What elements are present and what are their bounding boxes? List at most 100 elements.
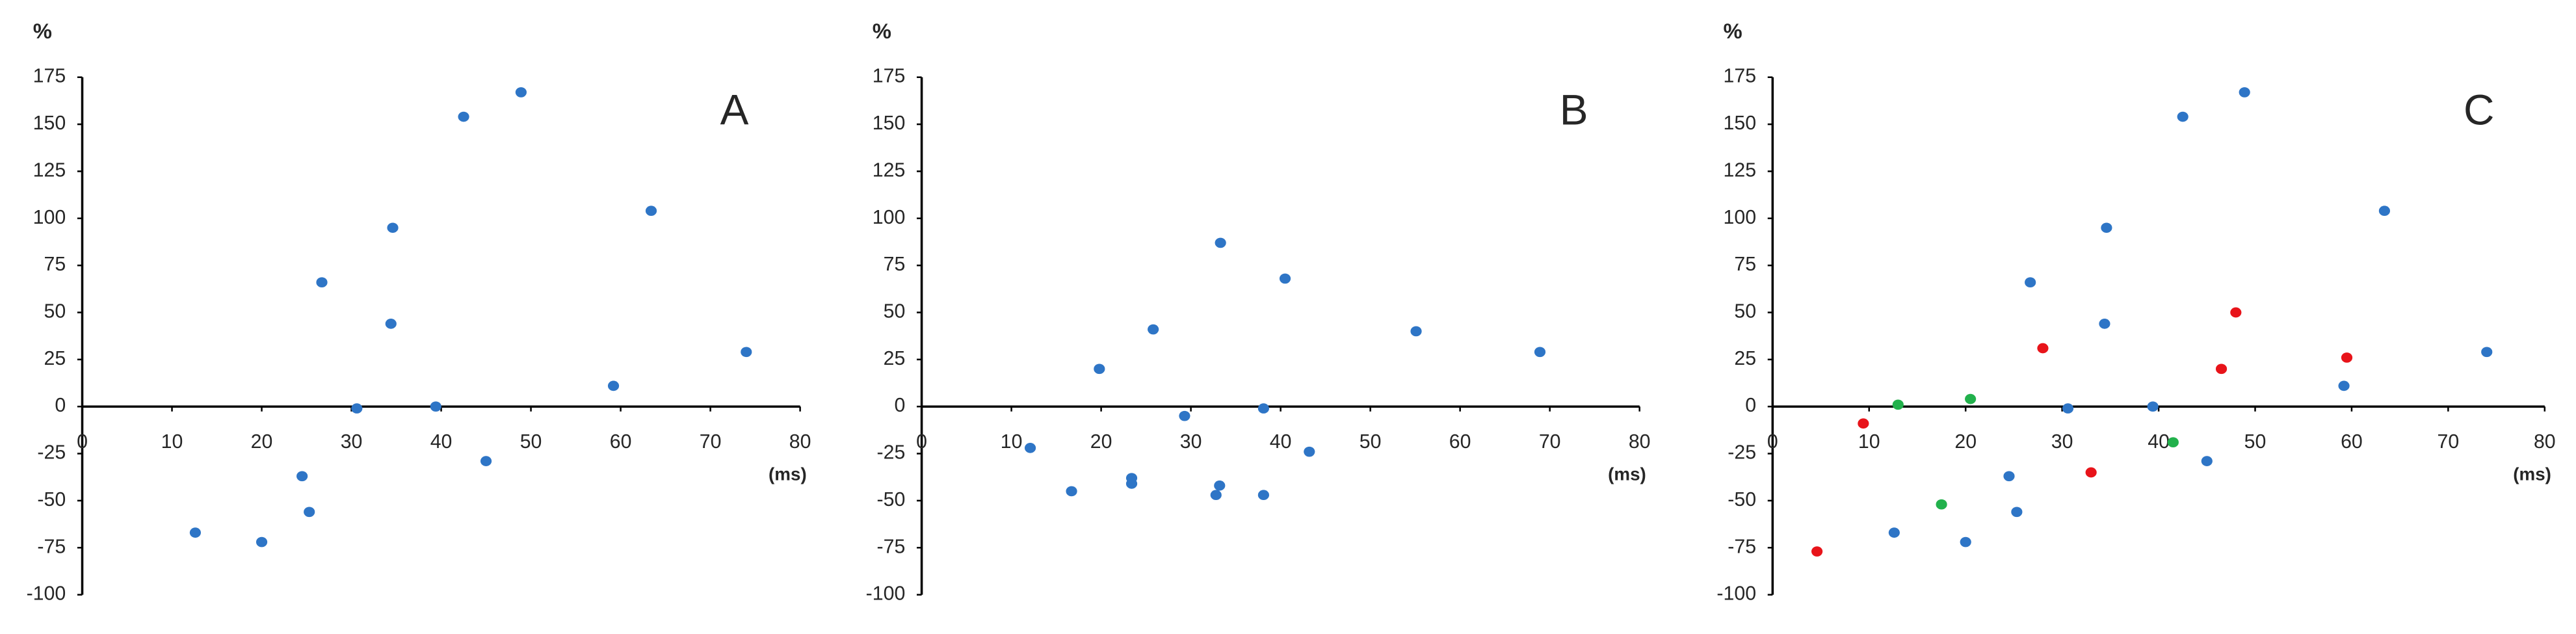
y-axis-label: % <box>1724 19 1742 43</box>
x-axis-label: (ms) <box>2513 464 2551 484</box>
y-tick-label: -50 <box>1728 489 1756 510</box>
y-tick-label: -25 <box>877 442 906 464</box>
y-tick-label: 25 <box>1734 348 1756 369</box>
x-tick-label: 60 <box>610 431 632 453</box>
data-point <box>385 319 397 329</box>
x-tick-label: 40 <box>2148 431 2170 453</box>
data-point <box>316 277 328 288</box>
x-tick-label: 10 <box>161 431 183 453</box>
x-tick-label: 10 <box>1858 431 1880 453</box>
y-tick-label: -75 <box>877 536 906 557</box>
y-tick-label: 25 <box>44 348 66 369</box>
y-tick-label: 150 <box>873 112 906 134</box>
data-point <box>1066 486 1077 497</box>
panel: -100 -75 -50 -25 0 25 50 75 100 125 150 175 0 10 20 30 4… <box>27 19 811 604</box>
data-point <box>2099 319 2110 329</box>
y-tick-label: -100 <box>866 583 906 605</box>
panel-label: B <box>1560 86 1588 134</box>
data-point <box>1965 393 1977 404</box>
y-tick-label: 0 <box>55 395 66 416</box>
y-tick-label: -75 <box>37 536 66 557</box>
x-tick-label: 40 <box>1270 431 1292 453</box>
data-point <box>256 536 268 548</box>
y-tick-label: 50 <box>1734 301 1756 323</box>
data-point <box>2338 380 2350 391</box>
data-point <box>1215 237 1226 248</box>
y-tick-label: 125 <box>1724 159 1757 181</box>
data-point <box>1148 324 1159 335</box>
y-tick-label: 50 <box>884 301 906 323</box>
y-tick-label: 125 <box>33 159 66 181</box>
x-tick-label: 60 <box>2341 431 2363 453</box>
x-tick-label: 20 <box>1090 431 1112 453</box>
data-point <box>1811 546 1823 557</box>
data-point <box>2037 343 2049 354</box>
data-point <box>480 456 492 466</box>
data-point <box>296 471 308 482</box>
data-point <box>1936 499 1947 510</box>
x-tick-label: 80 <box>2534 431 2556 453</box>
data-point <box>1210 490 1222 501</box>
y-tick-label: 125 <box>873 159 906 181</box>
data-point <box>2011 507 2023 518</box>
x-tick-label: 70 <box>2438 431 2460 453</box>
panel-label: C <box>2464 86 2494 134</box>
x-tick-label: 0 <box>916 431 927 453</box>
data-point <box>1892 399 1904 410</box>
y-axis-label: % <box>33 19 52 43</box>
data-point <box>1304 446 1315 457</box>
data-point <box>458 111 469 122</box>
data-point <box>1960 536 1971 548</box>
x-tick-label: 70 <box>700 431 722 453</box>
y-tick-label: -50 <box>37 489 66 510</box>
x-tick-label: 20 <box>251 431 273 453</box>
data-point <box>1410 326 1422 337</box>
data-point <box>189 527 201 538</box>
x-tick-label: 0 <box>77 431 88 453</box>
x-axis-label: (ms) <box>769 464 807 484</box>
data-point <box>607 380 620 391</box>
data-point <box>2230 307 2242 318</box>
x-tick-label: 50 <box>2244 431 2267 453</box>
x-axis-label: (ms) <box>1608 464 1646 484</box>
x-tick-label: 0 <box>1767 431 1778 453</box>
data-point <box>1024 443 1036 453</box>
x-tick-label: 80 <box>789 431 811 453</box>
panel: -100 -75 -50 -25 0 25 50 75 100 125 150 175 0 10 20 30 4… <box>1716 19 2555 604</box>
x-tick-label: 60 <box>1449 431 1471 453</box>
x-tick-label: 80 <box>1629 431 1651 453</box>
data-point <box>645 205 657 217</box>
x-tick-label: 50 <box>1360 431 1382 453</box>
data-point <box>1125 479 1138 489</box>
panel-label: A <box>720 86 749 134</box>
y-tick-label: 75 <box>44 254 66 275</box>
x-tick-label: 70 <box>1539 431 1561 453</box>
x-tick-label: 30 <box>1180 431 1202 453</box>
y-tick-label: 175 <box>1724 66 1757 87</box>
data-point <box>1534 347 1546 358</box>
data-point <box>2215 363 2228 375</box>
data-point <box>2147 401 2159 412</box>
y-tick-label: 75 <box>1734 254 1756 275</box>
y-tick-label: 175 <box>873 66 906 87</box>
y-tick-label: -25 <box>1728 442 1756 464</box>
y-tick-label: 25 <box>884 348 906 369</box>
data-point <box>1257 403 1269 414</box>
data-point <box>2025 277 2036 288</box>
data-point <box>2481 347 2493 358</box>
data-point <box>304 507 315 518</box>
y-tick-label: -100 <box>1716 583 1756 605</box>
data-point <box>387 222 399 233</box>
y-tick-label: -25 <box>37 442 66 464</box>
data-point <box>1858 418 1869 429</box>
panel: -100 -75 -50 -25 0 25 50 75 100 125 150 175 0 10 20 30 4… <box>866 19 1651 604</box>
y-tick-label: -50 <box>877 489 906 510</box>
data-point <box>2341 352 2353 363</box>
data-point <box>515 87 527 98</box>
y-tick-label: 150 <box>1724 112 1757 134</box>
y-tick-label: 100 <box>873 207 906 228</box>
data-point <box>1279 273 1291 284</box>
x-tick-label: 10 <box>1001 431 1023 453</box>
data-point <box>1888 527 1900 538</box>
x-tick-label: 40 <box>430 431 453 453</box>
